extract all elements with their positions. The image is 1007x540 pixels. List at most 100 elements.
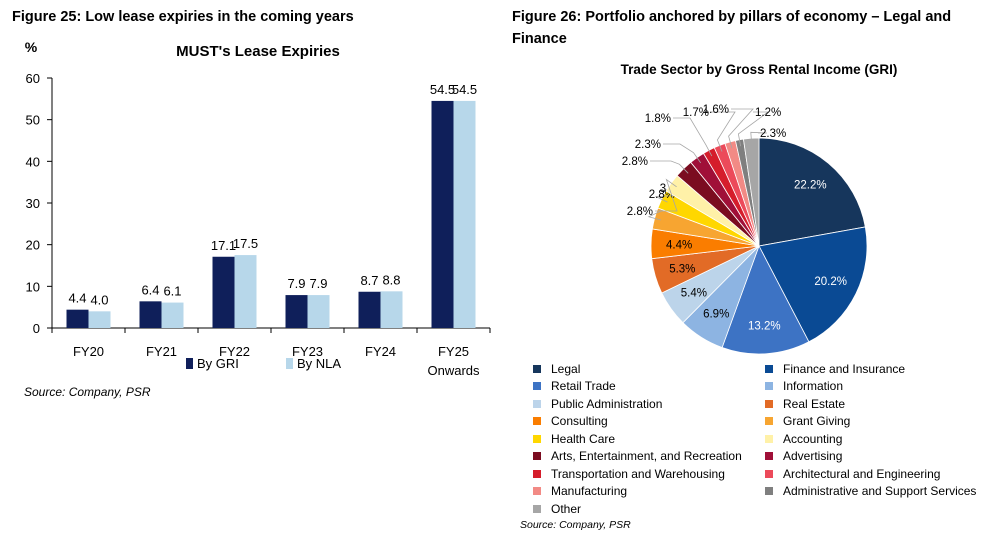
- legend-item: Consulting: [533, 413, 765, 431]
- bar-gri: [285, 295, 308, 328]
- legend-item: Manufacturing: [533, 483, 765, 501]
- bar-data-label: 6.1: [163, 284, 181, 299]
- pie-leader-line: [655, 178, 678, 212]
- bar-nla: [234, 255, 257, 328]
- x-tick-label: Onwards: [427, 363, 480, 378]
- bar-data-label: 7.9: [309, 276, 327, 291]
- legend-label: Arts, Entertainment, and Recreation: [551, 449, 742, 464]
- legend-swatch: [533, 399, 541, 408]
- pie-leader-line: [750, 131, 768, 145]
- pie-data-label: 6.9%: [703, 309, 729, 321]
- x-tick-label: FY23: [292, 344, 323, 359]
- legend-label: Grant Giving: [783, 414, 851, 429]
- legend-label: Health Care: [551, 431, 616, 446]
- legend-item: Health Care: [533, 430, 765, 448]
- pie-leader-line: [673, 117, 713, 157]
- legend-item: Transportation and Warehousing: [533, 465, 765, 483]
- legend-label: Other: [551, 501, 582, 516]
- legend-item: Retail Trade: [533, 378, 765, 396]
- y-tick-label: 40: [26, 154, 40, 169]
- pie-data-label: 1.2%: [755, 107, 781, 119]
- pie-data-label: 2.8%: [627, 206, 653, 218]
- pie-chart-title: Trade Sector by Gross Rental Income (GRI…: [621, 62, 898, 77]
- legend-item: Information: [765, 378, 997, 396]
- legend-swatch: [765, 434, 773, 443]
- legend-item: Real Estate: [765, 395, 997, 413]
- x-tick-label: FY21: [146, 344, 177, 359]
- pie-data-label: 4.4%: [666, 239, 692, 251]
- bar-gri: [212, 256, 235, 328]
- legend-label: By GRI: [197, 356, 239, 371]
- legend-swatch: [765, 469, 773, 478]
- y-tick-label: 0: [33, 321, 40, 336]
- legend-label: By NLA: [297, 356, 341, 371]
- legend-label: Administrative and Support Services: [783, 484, 977, 499]
- bar-nla: [453, 100, 476, 329]
- legend-swatch: [765, 399, 773, 408]
- bar-gri: [66, 309, 89, 328]
- legend-label: Transportation and Warehousing: [551, 466, 725, 481]
- legend-item: Finance and Insurance: [765, 360, 997, 378]
- legend-label: Accounting: [783, 431, 843, 446]
- legend-item: Arts, Entertainment, and Recreation: [533, 448, 765, 466]
- pie-data-label: 5.3%: [669, 263, 695, 275]
- legend-swatch: [533, 487, 541, 496]
- legend-label: Information: [783, 379, 844, 394]
- legend-item: Advertising: [765, 448, 997, 466]
- legend-item: Grant Giving: [765, 413, 997, 431]
- bar-nla: [88, 311, 111, 328]
- pie-data-label: 2.3%: [635, 139, 661, 151]
- bar-gri: [358, 291, 381, 328]
- source-note-left: Source: Company, PSR: [24, 385, 151, 399]
- legend-item: Legal: [533, 360, 765, 378]
- legend-label: Architectural and Engineering: [783, 466, 941, 481]
- legend-item: Administrative and Support Services: [765, 483, 997, 501]
- bar-data-label: 54.5: [430, 82, 455, 97]
- legend-swatch: [533, 434, 541, 443]
- legend-label: Legal: [551, 361, 581, 376]
- trade-sector-pie-chart: Trade Sector by Gross Rental Income (GRI…: [621, 62, 898, 355]
- bar-data-label: 17.1: [211, 238, 236, 253]
- bar-gri: [431, 100, 454, 329]
- pie-slice: [758, 137, 866, 247]
- bar-chart-title: MUST's Lease Expiries: [176, 43, 340, 60]
- legend-swatch: [186, 358, 193, 369]
- pie-data-label: 1.8%: [645, 113, 671, 125]
- x-tick-label: FY20: [73, 344, 104, 359]
- legend-item: Accounting: [765, 430, 997, 448]
- figure-25-title: Figure 25: Low lease expiries in the com…: [12, 9, 354, 25]
- bar-data-label: 4.0: [90, 292, 108, 307]
- legend-label: Real Estate: [783, 396, 846, 411]
- bar-nla: [307, 295, 330, 328]
- legend-swatch: [533, 452, 541, 461]
- legend-item: Architectural and Engineering: [765, 465, 997, 483]
- y-tick-label: 30: [26, 196, 40, 211]
- pie-data-label: 1.6%: [703, 104, 729, 116]
- legend-swatch: [765, 364, 773, 373]
- pie-data-label: 5.4%: [681, 287, 707, 299]
- bar-nla: [161, 302, 184, 328]
- bar-gri: [139, 301, 162, 328]
- pie-data-label: 2.3%: [760, 128, 786, 140]
- legend-label: Finance and Insurance: [783, 361, 906, 376]
- pie-slice: [758, 226, 868, 343]
- pie-leader-line: [663, 143, 702, 164]
- x-tick-label: FY25: [438, 344, 469, 359]
- legend-item: Other: [533, 500, 765, 518]
- legend-swatch: [765, 487, 773, 496]
- bar-nla: [380, 291, 403, 328]
- pie-leader-line: [711, 111, 736, 152]
- legend-label: Advertising: [783, 449, 843, 464]
- x-tick-label: FY24: [365, 344, 396, 359]
- bar-data-label: 8.7: [360, 273, 378, 288]
- bar-data-label: 17.5: [233, 236, 258, 251]
- bar-data-label: 7.9: [287, 276, 305, 291]
- legend-swatch: [533, 504, 541, 513]
- y-tick-label: 20: [26, 238, 40, 253]
- y-tick-label: 50: [26, 113, 40, 128]
- legend-item: Public Administration: [533, 395, 765, 413]
- y-tick-label: 10: [26, 279, 40, 294]
- pie-legend: Legal Finance and Insurance Retail Trade In…: [533, 360, 1003, 518]
- pie-data-label: 22.2%: [794, 180, 827, 192]
- legend-label: Consulting: [551, 414, 608, 429]
